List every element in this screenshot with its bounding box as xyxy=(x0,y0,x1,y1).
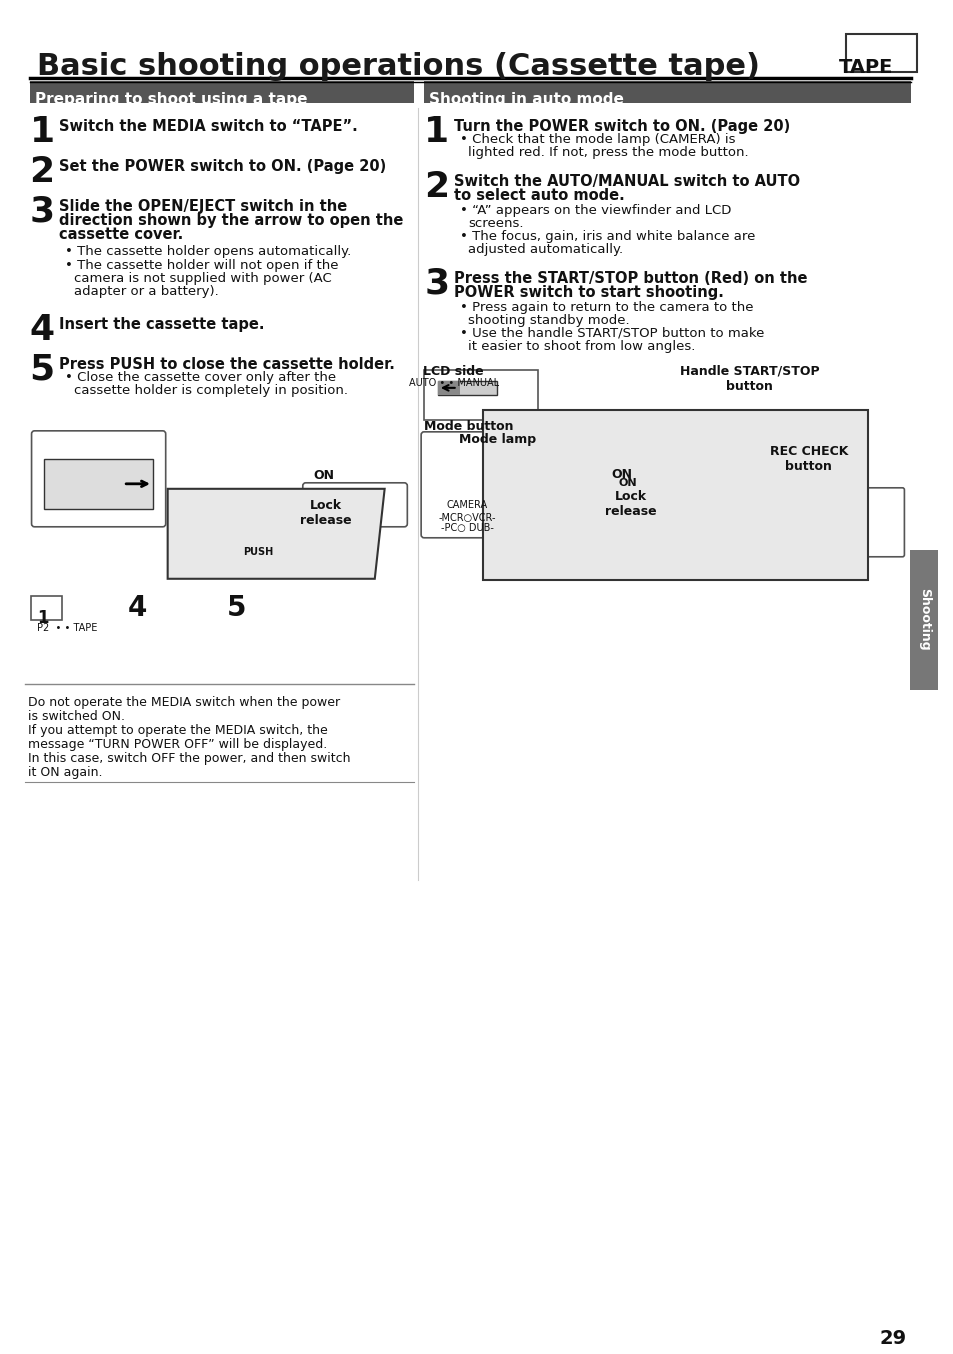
Text: 5: 5 xyxy=(30,353,54,387)
Text: it easier to shoot from low angles.: it easier to shoot from low angles. xyxy=(468,340,695,353)
FancyBboxPatch shape xyxy=(821,487,903,556)
Text: • The focus, gain, iris and white balance are: • The focus, gain, iris and white balanc… xyxy=(459,230,754,242)
Text: Basic shooting operations (Cassette tape): Basic shooting operations (Cassette tape… xyxy=(37,51,760,81)
FancyBboxPatch shape xyxy=(845,34,916,72)
Text: POWER switch to start shooting.: POWER switch to start shooting. xyxy=(454,284,722,299)
Polygon shape xyxy=(168,489,384,578)
Text: adapter or a battery).: adapter or a battery). xyxy=(74,284,218,298)
Text: it ON again.: it ON again. xyxy=(28,766,102,779)
Text: Lock
release: Lock release xyxy=(605,490,657,517)
Text: screens.: screens. xyxy=(468,217,523,230)
Text: 4: 4 xyxy=(30,313,54,347)
Text: Slide the OPEN/EJECT switch in the: Slide the OPEN/EJECT switch in the xyxy=(59,199,347,214)
Text: ON: ON xyxy=(611,468,632,481)
Polygon shape xyxy=(45,459,152,509)
FancyBboxPatch shape xyxy=(437,380,497,395)
Text: Lock
release: Lock release xyxy=(299,498,351,527)
Polygon shape xyxy=(483,410,867,580)
Text: P2  • • TAPE: P2 • • TAPE xyxy=(37,623,98,632)
Text: CAMERA: CAMERA xyxy=(446,500,488,510)
Text: Turn the POWER switch to ON. (Page 20): Turn the POWER switch to ON. (Page 20) xyxy=(454,119,789,134)
Text: Set the POWER switch to ON. (Page 20): Set the POWER switch to ON. (Page 20) xyxy=(59,158,386,173)
Text: ON: ON xyxy=(314,468,335,482)
FancyBboxPatch shape xyxy=(302,483,407,527)
Text: • The cassette holder opens automatically.: • The cassette holder opens automaticall… xyxy=(65,245,351,257)
Text: Press the START/STOP button (Red) on the: Press the START/STOP button (Red) on the xyxy=(454,271,806,286)
Text: 3: 3 xyxy=(30,195,54,229)
Text: cassette cover.: cassette cover. xyxy=(59,227,183,242)
Text: TAPE: TAPE xyxy=(838,58,892,77)
Text: • The cassette holder will not open if the: • The cassette holder will not open if t… xyxy=(65,259,338,272)
FancyBboxPatch shape xyxy=(31,431,166,527)
Text: 2: 2 xyxy=(424,171,449,204)
Text: adjusted automatically.: adjusted automatically. xyxy=(468,242,623,256)
FancyBboxPatch shape xyxy=(25,409,418,669)
Text: Press PUSH to close the cassette holder.: Press PUSH to close the cassette holder. xyxy=(59,357,395,372)
Text: 5: 5 xyxy=(227,594,246,621)
Text: shooting standby mode.: shooting standby mode. xyxy=(468,314,629,326)
Text: -MCR○VCR-: -MCR○VCR- xyxy=(438,513,496,523)
Text: • Check that the mode lamp (CAMERA) is: • Check that the mode lamp (CAMERA) is xyxy=(459,133,735,146)
Text: camera is not supplied with power (AC: camera is not supplied with power (AC xyxy=(74,272,332,284)
Text: In this case, switch OFF the power, and then switch: In this case, switch OFF the power, and … xyxy=(28,751,350,765)
FancyBboxPatch shape xyxy=(240,540,282,558)
Text: Shooting in auto mode: Shooting in auto mode xyxy=(429,92,623,107)
Text: direction shown by the arrow to open the: direction shown by the arrow to open the xyxy=(59,213,403,227)
FancyBboxPatch shape xyxy=(424,370,537,420)
Text: PUSH: PUSH xyxy=(243,547,274,556)
Text: message “TURN POWER OFF” will be displayed.: message “TURN POWER OFF” will be display… xyxy=(28,738,327,750)
Text: • Close the cassette cover only after the: • Close the cassette cover only after th… xyxy=(65,371,335,383)
Text: Switch the MEDIA switch to “TAPE”.: Switch the MEDIA switch to “TAPE”. xyxy=(59,119,357,134)
Text: 1: 1 xyxy=(30,115,54,149)
Text: Shooting: Shooting xyxy=(917,589,930,651)
Text: 4: 4 xyxy=(128,594,148,621)
Text: 1: 1 xyxy=(37,609,49,627)
Text: 3: 3 xyxy=(424,267,449,301)
Text: • Use the handle START/STOP button to make: • Use the handle START/STOP button to ma… xyxy=(459,326,763,340)
Text: LCD side: LCD side xyxy=(423,364,483,378)
Text: • “A” appears on the viewfinder and LCD: • “A” appears on the viewfinder and LCD xyxy=(459,204,730,217)
Text: is switched ON.: is switched ON. xyxy=(28,709,125,723)
Text: Mode button: Mode button xyxy=(424,420,513,433)
Text: to select auto mode.: to select auto mode. xyxy=(454,188,624,203)
Text: Insert the cassette tape.: Insert the cassette tape. xyxy=(59,317,264,332)
Text: AUTO • • MANUAL: AUTO • • MANUAL xyxy=(408,378,498,387)
Text: REC CHECK
button: REC CHECK button xyxy=(769,445,847,473)
Text: ON: ON xyxy=(618,478,637,487)
Text: Switch the AUTO/MANUAL switch to AUTO: Switch the AUTO/MANUAL switch to AUTO xyxy=(454,173,799,190)
Text: cassette holder is completely in position.: cassette holder is completely in positio… xyxy=(74,383,348,397)
FancyBboxPatch shape xyxy=(424,81,910,103)
Text: Do not operate the MEDIA switch when the power: Do not operate the MEDIA switch when the… xyxy=(28,696,339,708)
Text: 1: 1 xyxy=(424,115,449,149)
FancyBboxPatch shape xyxy=(437,380,459,395)
Text: 29: 29 xyxy=(879,1330,906,1349)
FancyBboxPatch shape xyxy=(909,550,937,689)
FancyBboxPatch shape xyxy=(30,81,414,103)
Text: -PC○ DUB-: -PC○ DUB- xyxy=(440,523,494,533)
Text: Preparing to shoot using a tape: Preparing to shoot using a tape xyxy=(34,92,307,107)
FancyBboxPatch shape xyxy=(30,596,62,620)
Text: Mode lamp: Mode lamp xyxy=(458,433,536,445)
FancyBboxPatch shape xyxy=(420,432,516,538)
Text: 2: 2 xyxy=(30,154,54,190)
Text: lighted red. If not, press the mode button.: lighted red. If not, press the mode butt… xyxy=(468,146,748,158)
Text: • Press again to return to the camera to the: • Press again to return to the camera to… xyxy=(459,301,752,314)
Text: Handle START/STOP
button: Handle START/STOP button xyxy=(679,364,819,393)
Text: If you attempt to operate the MEDIA switch, the: If you attempt to operate the MEDIA swit… xyxy=(28,724,327,737)
